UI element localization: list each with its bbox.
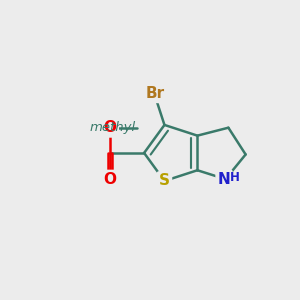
Text: Br: Br: [146, 86, 165, 101]
Text: O: O: [104, 172, 117, 187]
Text: H: H: [230, 171, 240, 184]
Text: O: O: [104, 120, 117, 135]
Text: S: S: [159, 173, 170, 188]
Text: N: N: [218, 172, 230, 187]
Text: methyl: methyl: [89, 122, 135, 134]
